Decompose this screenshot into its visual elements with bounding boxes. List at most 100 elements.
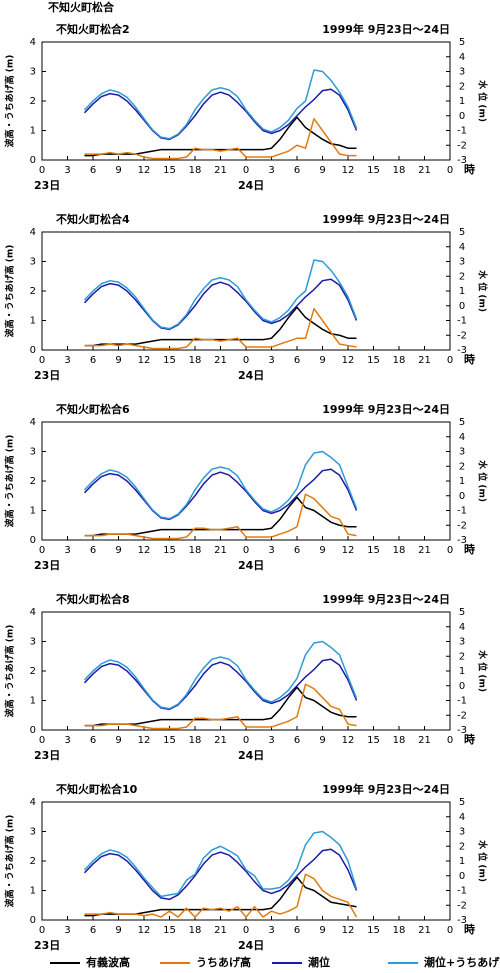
y2-tick-label: -3 [457,345,467,356]
x-tick-label: 0 [39,925,45,936]
chart-title: 不知火町松合4 [56,212,130,226]
chart-subtitle: 1999年 9月23日～24日 [322,402,450,416]
y2-tick-label: 2 [459,841,465,852]
legend-label: 潮位+うちあげ高 [424,955,500,969]
x-tick-label: 15 [163,165,176,176]
x-tick-label: 18 [393,545,406,556]
x-tick-label: 12 [138,925,151,936]
y2-tick-label: -1 [457,126,467,137]
x-tick-label: 18 [189,735,202,746]
x-tick-label: 0 [39,355,45,366]
x-tick-label: 18 [189,545,202,556]
y2-tick-label: -2 [457,900,467,911]
x-tick-label: 3 [64,355,70,366]
y2-tick-label: 4 [459,242,465,253]
y2-tick-label: 0 [459,111,465,122]
x-tick-label: 3 [268,545,274,556]
day-label: 24日 [238,749,264,762]
y2-tick-label: -1 [457,886,467,897]
day-label: 23日 [34,369,60,382]
x-tick-label: 18 [189,925,202,936]
y-tick-label: 2 [30,476,36,487]
y2-tick-label: 5 [459,607,465,618]
x-tick-label: 0 [39,165,45,176]
y2-tick-label: 1 [459,666,465,677]
plot-frame [41,41,451,161]
x-tick-label: 9 [319,165,325,176]
y2-tick-label: 4 [459,52,465,63]
series-line [84,683,357,730]
day-label: 23日 [34,559,60,572]
x-tick-label: 6 [90,925,96,936]
x-tick-label: 9 [319,355,325,366]
x-tick-label: 21 [214,735,227,746]
x-tick-label: 21 [418,925,431,936]
plot-frame [41,611,451,731]
y-tick-label: 3 [30,827,36,838]
y-tick-label: 0 [30,155,36,166]
series-line [84,876,357,917]
chart-title: 不知火町松合10 [56,782,138,796]
y2-tick-label: 3 [459,637,465,648]
y-tick-label: 3 [30,67,36,78]
y2-tick-label: 2 [459,81,465,92]
y2-axis-label: 水 位 (m) [477,80,489,122]
x-tick-label: 0 [447,355,453,366]
x-tick-label: 15 [367,165,380,176]
x-tick-label: 9 [115,355,121,366]
day-label: 24日 [238,369,264,382]
x-tick-label: 6 [90,735,96,746]
x-tick-label: 0 [243,165,249,176]
series-line [84,493,357,540]
series-line [84,117,357,160]
x-tick-label: 3 [268,355,274,366]
x-tick-label: 3 [268,925,274,936]
x-tick-label: 12 [342,925,355,936]
day-label: 23日 [34,939,60,952]
y-tick-label: 0 [30,725,36,736]
x-tick-label: 21 [418,545,431,556]
y2-tick-label: 3 [459,257,465,268]
y2-tick-label: 1 [459,856,465,867]
y2-tick-label: -2 [457,710,467,721]
x-tick-label: 18 [393,165,406,176]
x-tick-label: 6 [294,355,300,366]
y-axis-label: 波高・うちあげ高 (m) [4,55,16,148]
x-tick-label: 12 [138,165,151,176]
y2-tick-label: -3 [457,725,467,736]
plot-frame [41,801,451,921]
day-label: 24日 [238,179,264,192]
x-tick-label: 3 [64,165,70,176]
x-tick-label: 21 [418,735,431,746]
x-tick-label: 9 [319,735,325,746]
plot-frame [41,231,451,351]
x-unit: 時 [464,352,475,366]
y2-tick-label: 2 [459,651,465,662]
y-tick-label: 1 [30,886,36,897]
y2-tick-label: 5 [459,227,465,238]
x-tick-label: 21 [214,545,227,556]
x-unit: 時 [464,732,475,746]
x-tick-label: 6 [90,355,96,366]
x-tick-label: 9 [115,165,121,176]
y-tick-label: 1 [30,126,36,137]
legend-label: 潮位 [308,955,330,969]
chart-title: 不知火町松合6 [56,402,130,416]
chart-subtitle: 1999年 9月23日～24日 [322,782,450,796]
x-tick-label: 12 [342,545,355,556]
y2-tick-label: 3 [459,827,465,838]
x-tick-label: 0 [447,165,453,176]
y2-tick-label: -1 [457,696,467,707]
y-tick-label: 3 [30,257,36,268]
y2-tick-label: 0 [459,301,465,312]
x-tick-label: 6 [294,735,300,746]
chart-subtitle: 1999年 9月23日～24日 [322,22,450,36]
x-tick-label: 3 [64,545,70,556]
x-tick-label: 3 [268,165,274,176]
chart-subtitle: 1999年 9月23日～24日 [322,212,450,226]
series-line [83,259,358,330]
x-tick-label: 15 [163,735,176,746]
y-tick-label: 4 [30,227,36,238]
y2-axis-label: 水 位 (m) [477,650,489,692]
